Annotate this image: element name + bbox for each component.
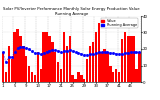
Bar [95, 32, 97, 82]
Bar [34, 75, 36, 82]
Bar [19, 36, 22, 82]
Bar [40, 69, 42, 82]
Bar [135, 69, 138, 82]
Bar [42, 32, 45, 82]
Bar [77, 72, 80, 82]
Bar [28, 66, 30, 82]
Bar [13, 32, 16, 82]
Bar [115, 69, 117, 82]
Bar [51, 42, 54, 82]
Bar [92, 42, 94, 82]
Bar [121, 39, 123, 82]
Bar [71, 75, 74, 82]
Bar [2, 52, 4, 82]
Bar [129, 36, 132, 82]
Bar [118, 72, 120, 82]
Bar [80, 75, 83, 82]
Bar [48, 36, 51, 82]
Bar [138, 52, 141, 82]
Bar [45, 32, 48, 82]
Bar [97, 23, 100, 82]
Bar [63, 32, 65, 82]
Bar [68, 36, 71, 82]
Bar [100, 52, 103, 82]
Bar [8, 46, 10, 82]
Bar [112, 72, 115, 82]
Bar [31, 72, 33, 82]
Bar [109, 66, 112, 82]
Bar [54, 52, 56, 82]
Bar [106, 52, 109, 82]
Bar [74, 79, 77, 82]
Bar [25, 56, 28, 82]
Bar [16, 29, 19, 82]
Bar [37, 52, 39, 82]
Bar [60, 69, 62, 82]
Bar [5, 72, 7, 82]
Bar [124, 32, 126, 82]
Bar [127, 36, 129, 82]
Bar [11, 59, 13, 82]
Bar [132, 36, 135, 82]
Bar [83, 79, 85, 82]
Legend: Value, Running Average: Value, Running Average [101, 18, 138, 28]
Bar [66, 46, 68, 82]
Title: Solar PV/Inverter Performance Monthly Solar Energy Production Value Running Aver: Solar PV/Inverter Performance Monthly So… [3, 7, 140, 16]
Bar [57, 62, 59, 82]
Bar [86, 59, 88, 82]
Bar [103, 49, 106, 82]
Bar [22, 46, 25, 82]
Bar [89, 46, 91, 82]
